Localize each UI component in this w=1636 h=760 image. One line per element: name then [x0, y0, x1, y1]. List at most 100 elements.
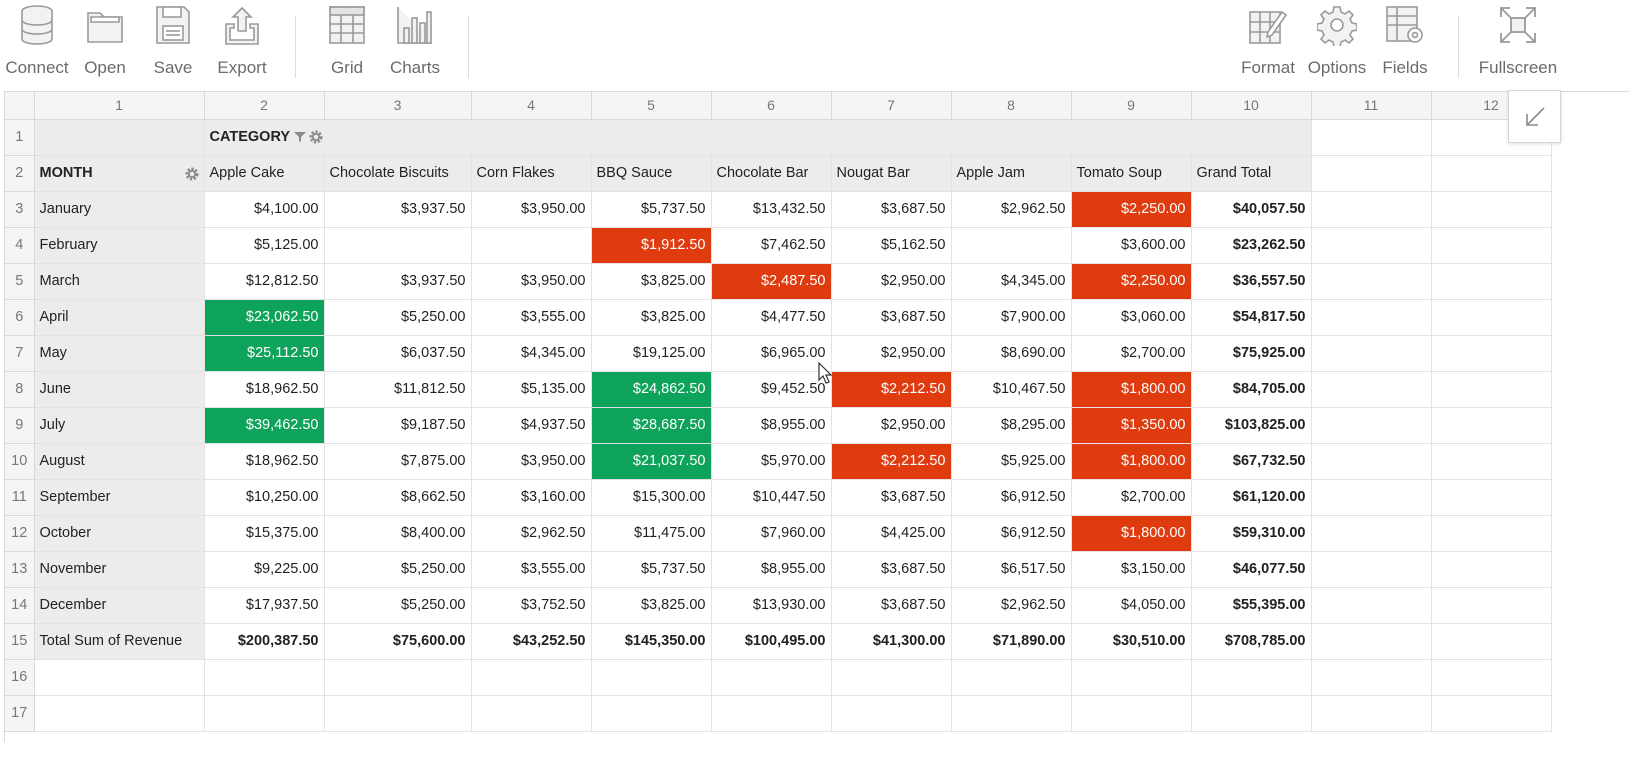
value-cell[interactable]: $5,250.00: [324, 551, 472, 588]
grand-total-cell[interactable]: $23,262.50: [1191, 227, 1312, 264]
value-cell[interactable]: $5,162.50: [831, 227, 952, 264]
value-cell[interactable]: $6,912.50: [951, 515, 1072, 552]
value-cell[interactable]: $3,937.50: [324, 263, 472, 300]
category-column-header[interactable]: Chocolate Biscuits: [324, 155, 472, 192]
row-number[interactable]: 17: [5, 695, 35, 732]
charts-button[interactable]: Charts: [386, 0, 444, 86]
month-row-header[interactable]: March: [34, 263, 205, 300]
gear-icon[interactable]: [309, 130, 323, 144]
row-number[interactable]: 5: [5, 263, 35, 300]
value-cell[interactable]: $1,800.00: [1071, 371, 1192, 408]
month-row-header[interactable]: April: [34, 299, 205, 336]
column-number[interactable]: 6: [711, 92, 832, 120]
value-cell[interactable]: $3,687.50: [831, 191, 952, 228]
grand-total-cell[interactable]: $59,310.00: [1191, 515, 1312, 552]
value-cell[interactable]: $3,950.00: [471, 191, 592, 228]
export-button[interactable]: Export: [214, 0, 270, 86]
value-cell[interactable]: $3,160.00: [471, 479, 592, 516]
grand-total-cell[interactable]: $36,557.50: [1191, 263, 1312, 300]
value-cell[interactable]: $7,462.50: [711, 227, 832, 264]
value-cell[interactable]: $15,300.00: [591, 479, 712, 516]
value-cell[interactable]: $3,825.00: [591, 263, 712, 300]
value-cell[interactable]: [471, 227, 592, 264]
value-cell[interactable]: $2,950.00: [831, 263, 952, 300]
value-cell[interactable]: $6,037.50: [324, 335, 472, 372]
value-cell[interactable]: $8,955.00: [711, 407, 832, 444]
value-cell[interactable]: $2,250.00: [1071, 263, 1192, 300]
value-cell[interactable]: $11,475.00: [591, 515, 712, 552]
value-cell[interactable]: $3,687.50: [831, 299, 952, 336]
value-cell[interactable]: $2,250.00: [1071, 191, 1192, 228]
value-cell[interactable]: $18,962.50: [204, 443, 325, 480]
value-cell[interactable]: $4,345.00: [471, 335, 592, 372]
value-cell[interactable]: $3,950.00: [471, 443, 592, 480]
value-cell[interactable]: $3,950.00: [471, 263, 592, 300]
value-cell[interactable]: $2,700.00: [1071, 479, 1192, 516]
value-cell[interactable]: $6,965.00: [711, 335, 832, 372]
category-column-header[interactable]: Nougat Bar: [831, 155, 952, 192]
value-cell[interactable]: $23,062.50: [204, 299, 325, 336]
total-cell[interactable]: $41,300.00: [831, 623, 952, 660]
month-row-header[interactable]: December: [34, 587, 205, 624]
grand-total-cell[interactable]: $55,395.00: [1191, 587, 1312, 624]
row-number[interactable]: 14: [5, 587, 35, 624]
column-number[interactable]: 4: [471, 92, 592, 120]
value-cell[interactable]: $18,962.50: [204, 371, 325, 408]
value-cell[interactable]: $7,900.00: [951, 299, 1072, 336]
value-cell[interactable]: $2,212.50: [831, 371, 952, 408]
value-cell[interactable]: $1,800.00: [1071, 443, 1192, 480]
value-cell[interactable]: $3,150.00: [1071, 551, 1192, 588]
total-cell[interactable]: $708,785.00: [1191, 623, 1312, 660]
month-row-header[interactable]: January: [34, 191, 205, 228]
month-row-header[interactable]: October: [34, 515, 205, 552]
value-cell[interactable]: $3,555.00: [471, 551, 592, 588]
category-column-header[interactable]: Tomato Soup: [1071, 155, 1192, 192]
category-column-header[interactable]: Grand Total: [1191, 155, 1312, 192]
value-cell[interactable]: $5,250.00: [324, 587, 472, 624]
value-cell[interactable]: $2,950.00: [831, 335, 952, 372]
category-field-header[interactable]: CATEGORY: [204, 119, 1312, 156]
value-cell[interactable]: $6,912.50: [951, 479, 1072, 516]
value-cell[interactable]: $5,250.00: [324, 299, 472, 336]
category-column-header[interactable]: Corn Flakes: [471, 155, 592, 192]
value-cell[interactable]: $5,737.50: [591, 551, 712, 588]
value-cell[interactable]: $3,600.00: [1071, 227, 1192, 264]
value-cell[interactable]: $11,812.50: [324, 371, 472, 408]
value-cell[interactable]: $6,517.50: [951, 551, 1072, 588]
row-number[interactable]: 8: [5, 371, 35, 408]
grand-total-cell[interactable]: $54,817.50: [1191, 299, 1312, 336]
column-number[interactable]: 2: [204, 92, 325, 120]
total-cell[interactable]: $100,495.00: [711, 623, 832, 660]
value-cell[interactable]: $3,825.00: [591, 587, 712, 624]
value-cell[interactable]: $8,295.00: [951, 407, 1072, 444]
grand-total-cell[interactable]: $67,732.50: [1191, 443, 1312, 480]
value-cell[interactable]: $10,447.50: [711, 479, 832, 516]
value-cell[interactable]: $21,037.50: [591, 443, 712, 480]
value-cell[interactable]: $39,462.50: [204, 407, 325, 444]
row-number[interactable]: 6: [5, 299, 35, 336]
value-cell[interactable]: $5,737.50: [591, 191, 712, 228]
value-cell[interactable]: $4,345.00: [951, 263, 1072, 300]
value-cell[interactable]: $2,212.50: [831, 443, 952, 480]
value-cell[interactable]: $8,662.50: [324, 479, 472, 516]
filter-icon[interactable]: [293, 131, 306, 143]
grand-total-cell[interactable]: $40,057.50: [1191, 191, 1312, 228]
value-cell[interactable]: $3,687.50: [831, 551, 952, 588]
total-cell[interactable]: $30,510.00: [1071, 623, 1192, 660]
value-cell[interactable]: $3,687.50: [831, 479, 952, 516]
value-cell[interactable]: [324, 227, 472, 264]
row-number[interactable]: 2: [5, 155, 35, 192]
value-cell[interactable]: $8,400.00: [324, 515, 472, 552]
value-cell[interactable]: $2,950.00: [831, 407, 952, 444]
total-cell[interactable]: $75,600.00: [324, 623, 472, 660]
fields-button[interactable]: Fields: [1378, 0, 1432, 86]
grand-total-cell[interactable]: $46,077.50: [1191, 551, 1312, 588]
month-row-header[interactable]: February: [34, 227, 205, 264]
row-number[interactable]: 9: [5, 407, 35, 444]
month-row-header[interactable]: June: [34, 371, 205, 408]
value-cell[interactable]: $25,112.50: [204, 335, 325, 372]
value-cell[interactable]: $4,100.00: [204, 191, 325, 228]
value-cell[interactable]: $3,555.00: [471, 299, 592, 336]
value-cell[interactable]: $9,187.50: [324, 407, 472, 444]
row-number[interactable]: 12: [5, 515, 35, 552]
